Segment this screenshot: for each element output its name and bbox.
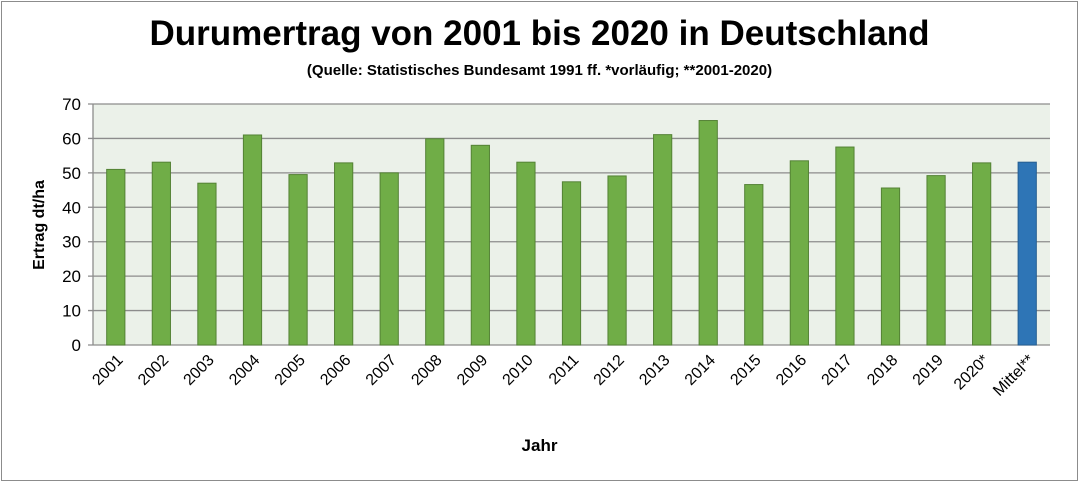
- chart-subtitle: (Quelle: Statistisches Bundesamt 1991 ff…: [306, 62, 773, 79]
- x-tick-label: 2018: [864, 352, 901, 389]
- x-tick-label: 2016: [773, 352, 810, 389]
- x-tick-label: 2020*: [951, 352, 993, 394]
- x-tick-label: 2006: [317, 352, 354, 389]
- x-tick-label: 2001: [89, 352, 126, 389]
- x-tick-label: 2009: [454, 352, 491, 389]
- y-tick-label: 20: [62, 267, 81, 286]
- chart-title: Durumertrag von 2001 bis 2020 in Deutsch…: [149, 14, 930, 53]
- bar-2020*: [972, 162, 992, 346]
- x-tick-label: 2005: [272, 352, 309, 389]
- y-tick-label: 40: [62, 198, 81, 217]
- bar-2004: [242, 134, 263, 346]
- bar-Mittel**: [1017, 161, 1037, 346]
- x-tick-label: 2012: [591, 352, 628, 389]
- bar-2016: [789, 160, 809, 346]
- x-axis-label: Jahr: [521, 436, 558, 455]
- x-tick-label: 2003: [181, 352, 218, 389]
- bar-2015: [744, 184, 764, 346]
- x-tick-label: Mittel**: [990, 352, 1038, 400]
- x-tick-label: 2010: [500, 352, 537, 389]
- bar-2017: [835, 146, 855, 346]
- y-tick-label: 70: [62, 95, 81, 114]
- bar-2005: [288, 174, 308, 346]
- bar-2003: [197, 182, 217, 346]
- bar-2009: [470, 144, 490, 346]
- x-tick-label: 2011: [546, 352, 582, 388]
- bar-2011: [561, 181, 582, 346]
- x-tick-label: 2007: [363, 352, 400, 389]
- y-tick-label: 10: [62, 302, 81, 321]
- bar-2012: [607, 175, 627, 346]
- bar-2008: [425, 138, 445, 346]
- bar-2019: [926, 175, 946, 346]
- x-tick-label: 2002: [135, 352, 172, 389]
- bar-2001: [106, 168, 126, 346]
- bar-2018: [880, 187, 901, 346]
- x-tick-label: 2015: [727, 352, 764, 389]
- x-tick-label: 2008: [408, 352, 445, 389]
- x-tick-label: 2004: [226, 352, 263, 389]
- x-tick-label: 2013: [636, 352, 673, 389]
- bar-2014: [698, 120, 718, 346]
- y-tick-label: 60: [62, 129, 81, 148]
- bar-2002: [151, 161, 171, 346]
- x-tick-label: 2017: [819, 352, 856, 389]
- x-tick-label: 2014: [682, 352, 719, 389]
- x-tick-label: 2019: [910, 352, 947, 389]
- y-tick-label: 30: [62, 233, 81, 252]
- y-tick-label: 0: [72, 336, 81, 355]
- y-tick-label: 50: [62, 164, 81, 183]
- bar-2007: [379, 172, 399, 346]
- bar-2006: [334, 162, 354, 346]
- bar-2013: [653, 134, 673, 346]
- bar-2010: [516, 161, 536, 346]
